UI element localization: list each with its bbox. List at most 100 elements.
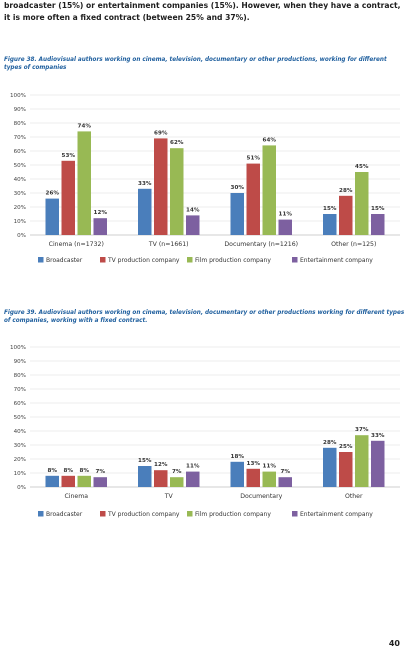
bar-film-production-company-cinema	[77, 475, 91, 487]
y-tick-label: 70%	[14, 387, 26, 393]
bar-film-production-company-tv	[170, 477, 184, 487]
y-tick-label: 20%	[14, 205, 26, 211]
bar-tv-production-company-documentary	[246, 163, 260, 235]
intro-paragraph: broadcaster (15%) or entertainment compa…	[4, 1, 401, 22]
data-label: 25%	[339, 444, 353, 450]
bar-entertainment-company-tv	[186, 215, 200, 235]
y-tick-label: 30%	[14, 443, 26, 449]
data-label: 33%	[138, 181, 152, 187]
bar-broadcaster-tv	[138, 188, 152, 235]
data-label: 26%	[46, 191, 60, 197]
bar-tv-production-company-other	[339, 195, 353, 235]
legend-swatch-film-production-company	[187, 257, 193, 263]
bar-tv-production-company-cinema	[61, 475, 75, 487]
data-label: 11%	[186, 464, 200, 470]
legend-label-film-production-company: Film production company	[195, 511, 271, 518]
y-tick-label: 60%	[14, 401, 26, 407]
bar-broadcaster-cinema	[45, 198, 59, 235]
y-tick-label: 0%	[17, 233, 26, 239]
category-label-documentary: Documentary	[240, 493, 282, 500]
data-label: 7%	[172, 469, 182, 475]
data-label: 15%	[323, 206, 337, 212]
y-tick-label: 80%	[14, 373, 26, 379]
bar-entertainment-company-cinema	[93, 477, 107, 487]
bar-entertainment-company-other	[371, 214, 385, 235]
data-label: 15%	[371, 206, 385, 212]
data-label: 14%	[186, 207, 200, 213]
bar-tv-production-company-other	[339, 452, 353, 487]
category-label-documentary: Documentary (n=1216)	[224, 241, 298, 248]
legend-label-film-production-company: Film production company	[195, 257, 271, 264]
data-label: 45%	[355, 164, 369, 170]
y-tick-label: 10%	[14, 219, 26, 225]
bar-broadcaster-documentary	[230, 461, 244, 487]
data-label: 69%	[154, 130, 168, 136]
y-tick-label: 80%	[14, 121, 26, 127]
bar-tv-production-company-tv	[154, 138, 168, 235]
data-label: 33%	[371, 433, 385, 439]
bar-film-production-company-tv	[170, 148, 184, 235]
chart-legend: Broadcaster TV production company Film pro…	[38, 257, 373, 264]
data-label: 64%	[263, 137, 277, 143]
data-label: 37%	[355, 427, 369, 433]
bar-entertainment-company-documentary	[278, 219, 292, 235]
category-label-other: Other	[345, 493, 363, 500]
data-label: 18%	[231, 454, 245, 460]
data-label: 28%	[339, 188, 353, 194]
bar-film-production-company-documentary	[262, 471, 276, 487]
data-label: 11%	[279, 212, 293, 218]
bar-film-production-company-cinema	[77, 131, 91, 235]
data-label: 53%	[62, 153, 76, 159]
bar-film-production-company-other	[355, 172, 369, 235]
data-label: 74%	[78, 123, 92, 129]
bar-broadcaster-other	[323, 214, 337, 235]
chart-legend: Broadcaster TV production company Film pro…	[38, 511, 373, 518]
bar-entertainment-company-tv	[186, 471, 200, 487]
data-label: 8%	[48, 468, 58, 474]
y-tick-label: 70%	[14, 135, 26, 141]
data-label: 11%	[263, 464, 277, 470]
legend-swatch-entertainment-company	[292, 511, 298, 517]
legend-label-entertainment-company: Entertainment company	[300, 257, 373, 264]
legend-swatch-tv-production-company	[100, 257, 106, 263]
data-label: 12%	[94, 210, 108, 216]
data-label: 51%	[247, 156, 261, 162]
bar-tv-production-company-cinema	[61, 160, 75, 235]
y-tick-label: 90%	[14, 107, 26, 113]
y-tick-label: 10%	[14, 471, 26, 477]
category-label-tv: TV (n=1661)	[148, 241, 189, 248]
figure-39-bar-chart: 0% 10% 20% 30% 40% 50% 60% 70% 80% 90% 100% 8% 8% 8% 7…	[10, 345, 400, 518]
bar-broadcaster-cinema	[45, 475, 59, 487]
legend-swatch-tv-production-company	[100, 511, 106, 517]
data-label: 12%	[154, 462, 168, 468]
data-label: 13%	[247, 461, 261, 467]
y-tick-label: 100%	[10, 93, 26, 99]
data-label: 62%	[170, 140, 184, 146]
legend-swatch-entertainment-company	[292, 257, 298, 263]
data-label: 30%	[231, 185, 245, 191]
figure-38-caption: Figure 38. Audiovisual authors working o…	[4, 57, 387, 71]
bar-film-production-company-documentary	[262, 145, 276, 235]
y-tick-label: 100%	[10, 345, 26, 351]
bar-film-production-company-other	[355, 435, 369, 487]
data-label: 15%	[138, 458, 152, 464]
legend-label-tv-production-company: TV production company	[107, 511, 180, 518]
legend-label-broadcaster: Broadcaster	[46, 257, 83, 264]
figure-38-bar-chart: 0% 10% 20% 30% 40% 50% 60% 70% 80% 90% 100% 26% 53% 7…	[10, 93, 400, 264]
category-label-cinema: Cinema	[64, 493, 88, 500]
figure-39-caption: Figure 39. Audiovisual authors working o…	[4, 310, 405, 324]
category-label-tv: TV	[164, 493, 174, 500]
data-label: 7%	[96, 469, 106, 475]
bar-entertainment-company-cinema	[93, 218, 107, 235]
y-tick-label: 90%	[14, 359, 26, 365]
legend-label-broadcaster: Broadcaster	[46, 511, 83, 518]
legend-swatch-film-production-company	[187, 511, 193, 517]
y-tick-label: 40%	[14, 429, 26, 435]
legend-swatch-broadcaster	[38, 511, 44, 517]
legend-label-tv-production-company: TV production company	[107, 257, 180, 264]
data-label: 7%	[281, 469, 291, 475]
bar-broadcaster-documentary	[230, 193, 244, 235]
data-label: 8%	[80, 468, 90, 474]
data-label: 8%	[64, 468, 74, 474]
y-tick-label: 40%	[14, 177, 26, 183]
